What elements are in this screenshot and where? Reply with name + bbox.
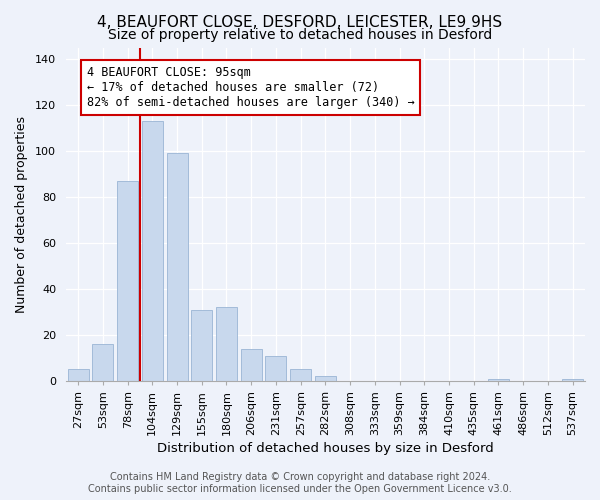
- Bar: [216, 308, 237, 381]
- Bar: [191, 310, 212, 381]
- Bar: [315, 376, 336, 381]
- Text: 4, BEAUFORT CLOSE, DESFORD, LEICESTER, LE9 9HS: 4, BEAUFORT CLOSE, DESFORD, LEICESTER, L…: [97, 15, 503, 30]
- Bar: [68, 370, 89, 381]
- Bar: [117, 181, 138, 381]
- Bar: [142, 121, 163, 381]
- Text: Size of property relative to detached houses in Desford: Size of property relative to detached ho…: [108, 28, 492, 42]
- Bar: [241, 348, 262, 381]
- Bar: [562, 378, 583, 381]
- Bar: [488, 378, 509, 381]
- Y-axis label: Number of detached properties: Number of detached properties: [15, 116, 28, 312]
- X-axis label: Distribution of detached houses by size in Desford: Distribution of detached houses by size …: [157, 442, 494, 455]
- Bar: [265, 356, 286, 381]
- Bar: [167, 154, 188, 381]
- Text: Contains HM Land Registry data © Crown copyright and database right 2024.
Contai: Contains HM Land Registry data © Crown c…: [88, 472, 512, 494]
- Bar: [92, 344, 113, 381]
- Text: 4 BEAUFORT CLOSE: 95sqm
← 17% of detached houses are smaller (72)
82% of semi-de: 4 BEAUFORT CLOSE: 95sqm ← 17% of detache…: [87, 66, 415, 109]
- Bar: [290, 370, 311, 381]
